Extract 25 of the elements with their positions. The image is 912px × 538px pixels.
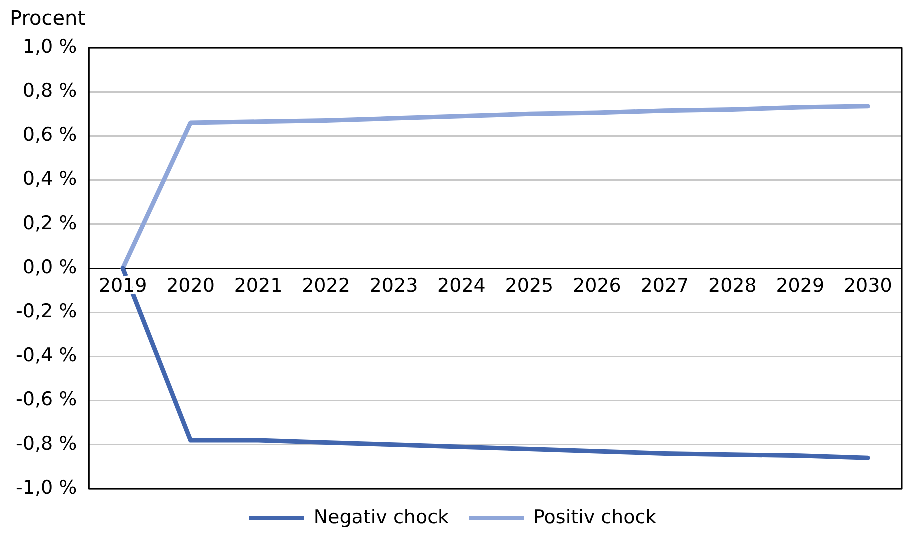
legend-label: Negativ chock: [314, 506, 450, 528]
y-tick-label: 0,6 %: [22, 124, 78, 146]
x-tick-label: 2029: [776, 274, 825, 297]
y-axis-title: Procent: [10, 6, 86, 30]
x-tick-label: 2023: [370, 274, 418, 297]
y-tick-label: 0,8 %: [22, 80, 78, 102]
y-tick-label: -1,0 %: [16, 476, 78, 499]
legend-label: Positiv chock: [534, 506, 657, 528]
y-tick-label: 0,2 %: [22, 212, 78, 234]
x-tick-label: 2025: [505, 274, 554, 297]
y-tick-label: 0,4 %: [22, 168, 78, 190]
x-tick-label: 2024: [438, 274, 486, 297]
x-tick-label: 2030: [844, 274, 892, 297]
y-tick-label: -0,2 %: [16, 300, 78, 323]
y-tick-label: -0,8 %: [16, 432, 78, 455]
y-tick-label: -0,6 %: [16, 388, 78, 411]
x-tick-label: 2027: [640, 274, 690, 297]
x-tick-label: 2028: [708, 274, 757, 297]
x-tick-label: 2021: [234, 274, 283, 297]
x-tick-label: 2022: [302, 274, 350, 297]
y-tick-label: 0,0 %: [22, 256, 78, 278]
y-tick-label: 1,0 %: [22, 36, 78, 58]
y-tick-label: -0,4 %: [16, 344, 78, 367]
x-tick-label: 2020: [166, 274, 215, 297]
x-tick-label: 2026: [573, 274, 622, 297]
